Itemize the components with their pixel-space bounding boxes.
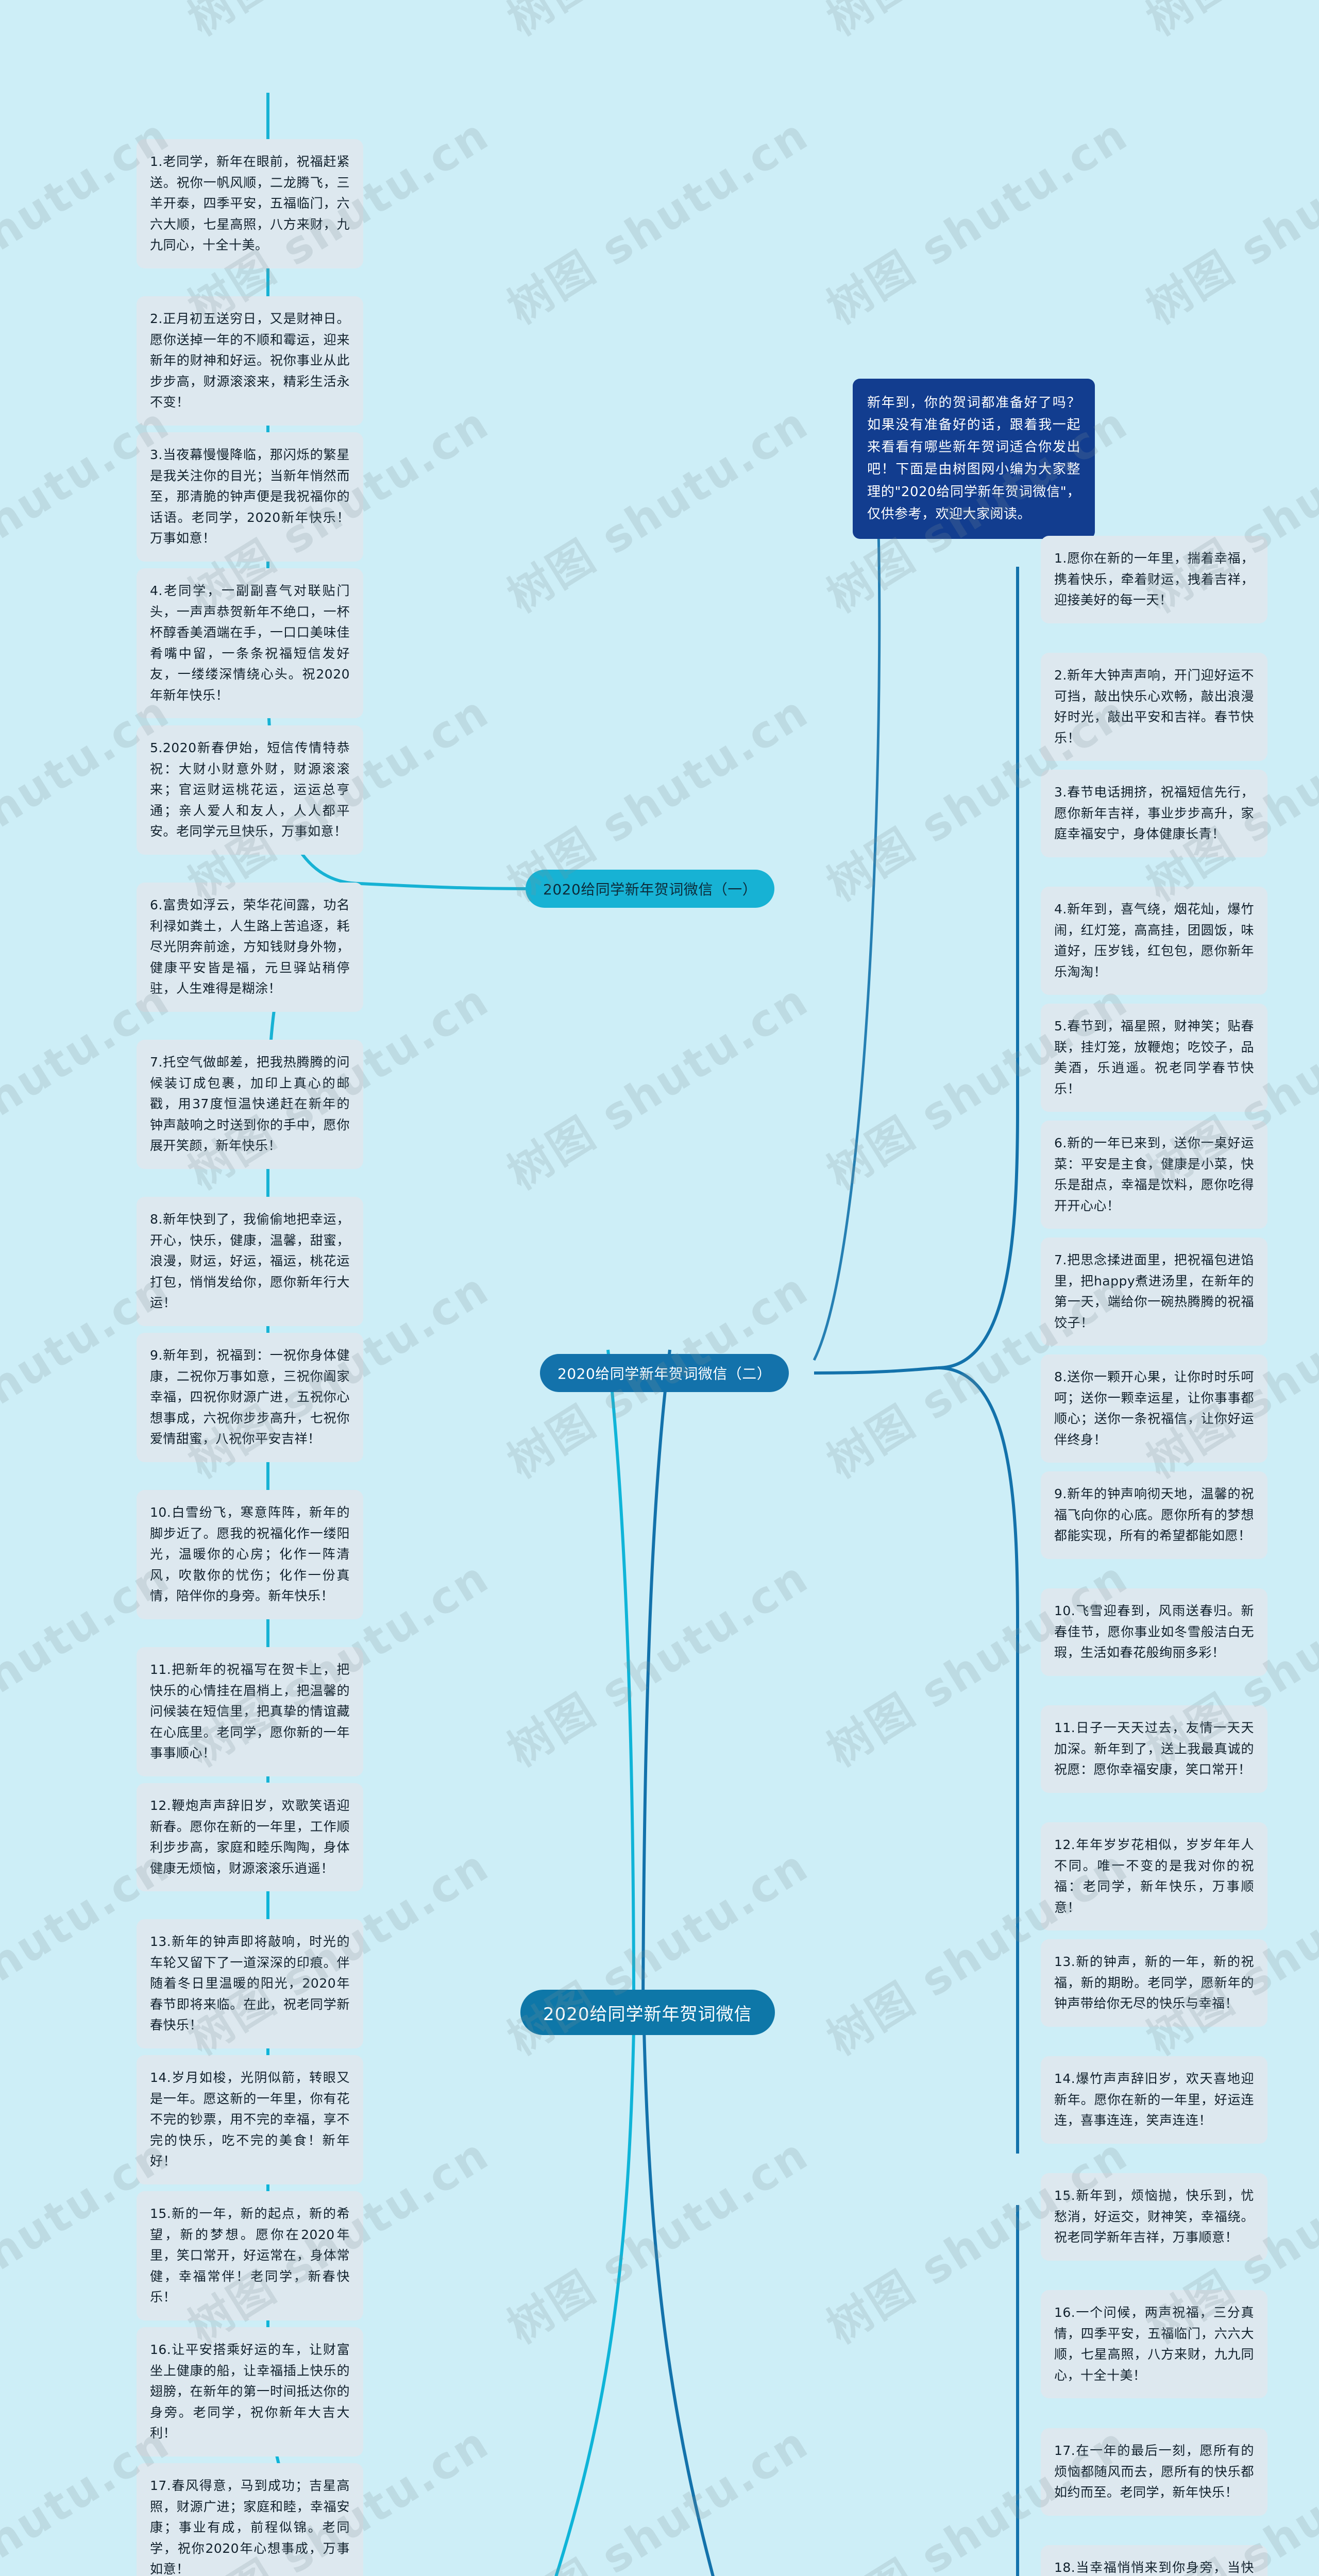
card-right-15[interactable]: 15.新年到，烦恼抛，快乐到，忧愁消，好运交，财神笑，幸福绕。祝老同学新年吉祥，… <box>1041 2173 1267 2261</box>
card-right-4[interactable]: 4.新年到，喜气绕，烟花灿，爆竹闹，红灯笼，高高挂，团圆饭，味道好，压岁钱，红包… <box>1041 887 1267 995</box>
card-left-4[interactable]: 4.老同学，一副副喜气对联贴门头，一声声恭贺新年不绝口，一杯杯醇香美酒端在手，一… <box>137 568 363 718</box>
card-right-10[interactable]: 10.飞雪迎春到，风雨送春归。新春佳节，愿你事业如冬雪般洁白无瑕，生活如春花般绚… <box>1041 1588 1267 1676</box>
card-right-17[interactable]: 17.在一年的最后一刻，愿所有的烦恼都随风而去，愿所有的快乐都如约而至。老同学，… <box>1041 2428 1267 2516</box>
card-left-16[interactable]: 16.让平安搭乘好运的车，让财富坐上健康的船，让幸福插上快乐的翅膀，在新年的第一… <box>137 2327 363 2456</box>
intro-paragraph: 新年到，你的贺词都准备好了吗？如果没有准备好的话，跟着我一起来看看有哪些新年贺词… <box>853 379 1095 539</box>
card-left-10[interactable]: 10.白雪纷飞，寒意阵阵，新年的脚步近了。愿我的祝福化作一缕阳光，温暖你的心房；… <box>137 1490 363 1619</box>
branch-node-2[interactable]: 2020给同学新年贺词微信（二） <box>540 1354 789 1392</box>
card-left-8[interactable]: 8.新年快到了，我偷偷地把幸运，开心，快乐，健康，温馨，甜蜜，浪漫，财运，好运，… <box>137 1197 363 1326</box>
card-right-11[interactable]: 11.日子一天天过去，友情一天天加深。新年到了，送上我最真诚的祝愿：愿你幸福安康… <box>1041 1705 1267 1793</box>
card-right-14[interactable]: 14.爆竹声声辞旧岁，欢天喜地迎新年。愿你在新的一年里，好运连连，喜事连连，笑声… <box>1041 2056 1267 2144</box>
card-left-13[interactable]: 13.新年的钟声即将敲响，时光的车轮又留下了一道深深的印痕。伴随着冬日里温暖的阳… <box>137 1919 363 2048</box>
card-left-14[interactable]: 14.岁月如梭，光阴似箭，转眼又是一年。愿这新的一年里，你有花不完的钞票，用不完… <box>137 2055 363 2184</box>
card-left-9[interactable]: 9.新年到，祝福到：一祝你身体健康，二祝你万事如意，三祝你阖家幸福，四祝你财源广… <box>137 1333 363 1462</box>
card-left-7[interactable]: 7.托空气做邮差，把我热腾腾的问候装订成包裹，加印上真心的邮戳，用37度恒温快递… <box>137 1040 363 1169</box>
card-right-5[interactable]: 5.春节到，福星照，财神笑；贴春联，挂灯笼，放鞭炮；吃饺子，品美酒，乐逍遥。祝老… <box>1041 1004 1267 1112</box>
card-right-6[interactable]: 6.新的一年已来到，送你一桌好运菜：平安是主食，健康是小菜，快乐是甜点，幸福是饮… <box>1041 1121 1267 1229</box>
card-right-18[interactable]: 18.当幸福悄悄来到你身旁，当快乐轻轻叩响你心房，别忘了还有一个老同学在遥远的地… <box>1041 2545 1267 2576</box>
card-left-2[interactable]: 2.正月初五送穷日，又是财神日。愿你送掉一年的不顺和霉运，迎来新年的财神和好运。… <box>137 296 363 426</box>
card-left-12[interactable]: 12.鞭炮声声辞旧岁，欢歌笑语迎新春。愿你在新的一年里，工作顺利步步高，家庭和睦… <box>137 1783 363 1891</box>
card-right-1[interactable]: 1.愿你在新的一年里，揣着幸福，携着快乐，牵着财运，拽着吉祥，迎接美好的每一天！ <box>1041 536 1267 623</box>
card-right-7[interactable]: 7.把思念揉进面里，把祝福包进馅里，把happy煮进汤里，在新年的第一天，端给你… <box>1041 1238 1267 1346</box>
card-right-2[interactable]: 2.新年大钟声声响，开门迎好运不可挡，敲出快乐心欢畅，敲出浪漫好时光，敲出平安和… <box>1041 653 1267 761</box>
root-node[interactable]: 2020给同学新年贺词微信 <box>520 1990 775 2035</box>
card-left-3[interactable]: 3.当夜幕慢慢降临，那闪烁的繁星是我关注你的目光；当新年悄然而至，那清脆的钟声便… <box>137 432 363 562</box>
card-right-9[interactable]: 9.新年的钟声响彻天地，温馨的祝福飞向你的心底。愿你所有的梦想都能实现，所有的希… <box>1041 1471 1267 1559</box>
card-left-11[interactable]: 11.把新年的祝福写在贺卡上，把快乐的心情挂在眉梢上，把温馨的问候装在短信里，把… <box>137 1647 363 1776</box>
card-left-17[interactable]: 17.春风得意，马到成功；吉星高照，财源广进；家庭和睦，幸福安康；事业有成，前程… <box>137 2463 363 2576</box>
card-right-12[interactable]: 12.年年岁岁花相似，岁岁年年人不同。唯一不变的是我对你的祝福：老同学，新年快乐… <box>1041 1822 1267 1930</box>
card-right-13[interactable]: 13.新的钟声，新的一年，新的祝福，新的期盼。老同学，愿新年的钟声带给你无尽的快… <box>1041 1939 1267 2027</box>
card-left-5[interactable]: 5.2020新春伊始，短信传情特恭祝：大财小财意外财，财源滚滚来；官运财运桃花运… <box>137 725 363 855</box>
card-left-1[interactable]: 1.老同学，新年在眼前，祝福赶紧送。祝你一帆风顺，二龙腾飞，三羊开泰，四季平安，… <box>137 139 363 268</box>
card-right-8[interactable]: 8.送你一颗开心果，让你时时乐呵呵；送你一颗幸运星，让你事事都顺心；送你一条祝福… <box>1041 1354 1267 1463</box>
card-right-3[interactable]: 3.春节电话拥挤，祝福短信先行，愿你新年吉祥，事业步步高升，家庭幸福安宁，身体健… <box>1041 770 1267 857</box>
card-right-16[interactable]: 16.一个问候，两声祝福，三分真情，四季平安，五福临门，六六大顺，七星高照，八方… <box>1041 2290 1267 2398</box>
card-left-6[interactable]: 6.富贵如浮云，荣华花间露，功名利禄如粪土，人生路上苦追逐，耗尽光阴奔前途，方知… <box>137 883 363 1012</box>
branch-node-1[interactable]: 2020给同学新年贺词微信（一） <box>526 870 775 908</box>
card-left-15[interactable]: 15.新的一年，新的起点，新的希望，新的梦想。愿你在2020年里，笑口常开，好运… <box>137 2191 363 2320</box>
